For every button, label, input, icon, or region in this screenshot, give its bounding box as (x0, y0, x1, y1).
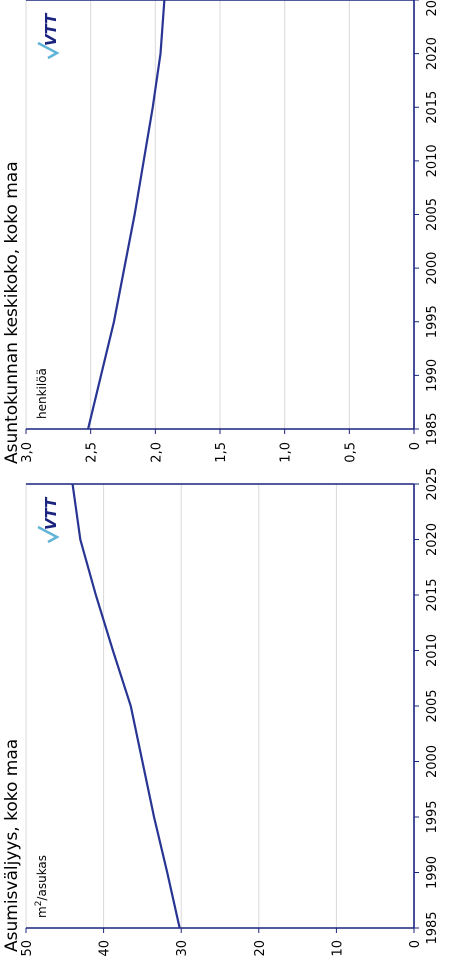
x-tick-label: 2000 (425, 252, 440, 285)
vtt-logo: VTT (37, 12, 60, 60)
y-tick-label: 40 (98, 940, 113, 957)
chart-title: Asuntokunnan keskikoko, koko maa (2, 161, 22, 464)
vtt-logo: VTT (37, 496, 60, 544)
y-tick-label: 2,0 (149, 442, 164, 463)
y-tick-label: 3,0 (20, 442, 35, 463)
vtt-logo-text: VTT (42, 12, 60, 46)
y-tick-label: 0 (408, 940, 423, 948)
y-tick-label: 0 (408, 442, 423, 450)
chart-title: Asumisväljyys, koko maa (2, 739, 22, 952)
x-tick-label: 20 (425, 0, 440, 17)
y-tick-label: 1,0 (279, 442, 294, 463)
y-tick-label: 30 (175, 940, 190, 957)
x-tick-label: 2020 (425, 37, 440, 70)
x-tick-label: 2010 (425, 144, 440, 177)
y-tick-label: 2,5 (85, 442, 100, 463)
vtt-logo-text: VTT (42, 496, 60, 530)
x-tick-label: 2010 (425, 634, 440, 667)
vtt-logo-check (37, 525, 60, 544)
x-tick-label: 2005 (425, 689, 440, 722)
y-tick-label: 10 (330, 940, 345, 957)
y-tick-label: 1,5 (214, 442, 229, 463)
x-tick-label: 1990 (425, 856, 440, 889)
x-tick-label: 1985 (425, 911, 440, 944)
x-tick-label: 1985 (425, 412, 440, 445)
vtt-logo-check (37, 41, 60, 60)
x-tick-label: 2005 (425, 198, 440, 231)
y-tick-label: 50 (20, 940, 35, 957)
x-tick-label: 1995 (425, 305, 440, 338)
unit-label: henkilöä (35, 368, 49, 419)
y-tick-label: 20 (253, 940, 268, 957)
x-tick-label: 2015 (425, 91, 440, 124)
unit-label: m2/asukas (34, 855, 49, 918)
x-tick-label: 2015 (425, 578, 440, 611)
x-tick-label: 1990 (425, 359, 440, 392)
x-tick-label: 2020 (425, 523, 440, 556)
y-tick-label: 0,5 (343, 442, 358, 463)
x-tick-label: 2000 (425, 745, 440, 778)
x-tick-label: 1995 (425, 800, 440, 833)
chart-1: Asumisväljyys, koko maa m2/asukas VTT 0 10 20… (2, 467, 440, 956)
x-tick-label: 2025 (425, 467, 440, 500)
chart-2: Asuntokunnan keskikoko, koko maa henkilöä… (2, 0, 440, 464)
